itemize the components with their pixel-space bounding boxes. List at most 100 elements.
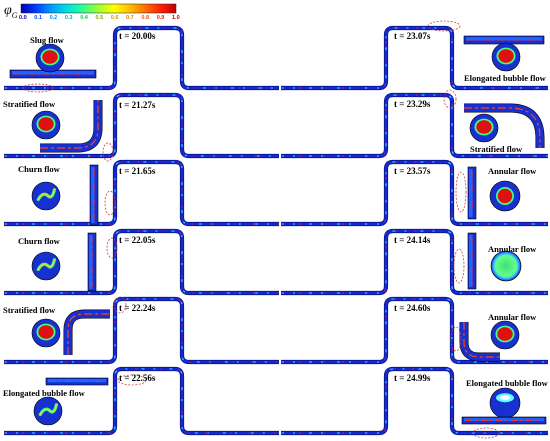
right-pipe-3	[281, 159, 548, 227]
left-flow-label-3: Churn flow	[18, 164, 60, 174]
colorbar-tick-0: 0.0	[19, 15, 27, 21]
bend2-interface	[67, 313, 110, 355]
right-flow-label-6: Elongated bubble flow	[466, 378, 548, 388]
inset-annular-circle-2	[490, 250, 522, 282]
colorbar-tick-8: 0.8	[141, 15, 150, 21]
right-flow-label-4: Annular flow	[488, 244, 537, 254]
inset-slug-pipe-gas-layer	[12, 71, 94, 75]
left-pipe-liquid-5	[4, 297, 279, 364]
inset-elong-circle-2	[491, 42, 521, 72]
bend2-liquid	[64, 310, 110, 355]
marker-ellipse-10	[453, 248, 465, 284]
colorbar	[20, 3, 177, 14]
marker-ellipse-8	[443, 89, 457, 109]
right-pipe-gas-3	[281, 161, 548, 225]
right-time-label-3: t = 23.57s	[394, 166, 431, 176]
marker-ellipse-2	[102, 142, 114, 162]
inset-stratified-bend-2	[63, 309, 110, 355]
inset-elong-circle-3-bubble-core	[499, 395, 511, 400]
inset-slug-circle-gas-core	[42, 50, 58, 64]
left-pipe-5	[4, 296, 279, 365]
right-pipe-bubbles-3	[281, 161, 548, 225]
inset-annular-pipe-1	[467, 166, 477, 220]
right-time-label-5: t = 24.60s	[394, 303, 431, 313]
marker-ellipse-5	[113, 296, 127, 314]
inset-annular-circle-3	[490, 320, 520, 350]
marker-ellipse-1	[22, 83, 54, 93]
marker-ellipse-11	[450, 326, 462, 352]
colorbar-title: φG	[4, 3, 18, 20]
marker-ellipse-12	[472, 427, 500, 439]
inset-stratified-circle-3-gas-core	[476, 120, 492, 134]
right-time-label-4: t = 24.14s	[394, 235, 431, 245]
left-pipe-liquid-2	[4, 93, 279, 158]
inset-churn-pipe-2	[87, 232, 97, 292]
inset-elong-pipe-3-gas-layer	[464, 418, 544, 422]
inset-annular-bend	[459, 322, 500, 362]
marker-ellipse-4	[106, 237, 118, 259]
left-flow-label-4: Churn flow	[18, 236, 60, 246]
inset-annular-pipe-2	[467, 232, 477, 290]
pipe-network	[4, 25, 548, 436]
colorbar-tick-5: 0.5	[95, 15, 104, 21]
left-time-label-1: t = 20.00s	[119, 31, 156, 41]
colorbar-tick-2: 0.2	[49, 15, 58, 21]
right-pipe-bubbles-4	[281, 230, 548, 294]
ellipse-markers	[22, 20, 500, 439]
right-time-label-6: t = 24.99s	[394, 373, 431, 383]
bend1-interface	[40, 100, 99, 149]
colorbar-tick-6: 0.6	[110, 15, 119, 21]
bend3-interface	[464, 107, 541, 148]
right-flow-label-3: Annular flow	[488, 166, 537, 176]
right-pipe-gas-1	[281, 27, 548, 89]
inset-annular-circle-1-gas-core	[497, 188, 513, 204]
colorbar-tick-10: 1.0	[172, 15, 180, 21]
colorbar-bar	[20, 3, 177, 14]
left-flow-label-1: Slug flow	[30, 35, 64, 45]
inset-churn-circle-2-gas-swirl-core	[37, 259, 55, 270]
inset-annular-pipe-2-gas-layer	[469, 235, 473, 287]
right-pipe-6	[281, 366, 548, 436]
inset-churn-circle-1-gas-swirl-core	[37, 189, 55, 200]
cross-section-insets	[9, 35, 547, 426]
inset-churn-pipe-1-gas-layer	[91, 167, 95, 223]
inset-stratified-circle-1	[31, 110, 61, 140]
left-time-label-5: t = 22.24s	[119, 303, 156, 313]
left-pipe-bubbles-6	[4, 368, 279, 434]
right-pipe-gas-6	[281, 368, 548, 434]
left-pipe-liquid-4	[4, 229, 279, 295]
inset-elong-circle-1	[33, 396, 63, 426]
inset-stratified-circle-2	[31, 318, 61, 348]
marker-ellipse-6	[117, 374, 147, 386]
left-time-label-2: t = 21.27s	[119, 100, 156, 110]
right-pipe-2	[281, 92, 548, 159]
right-flow-label-2: Stratified flow	[470, 144, 523, 154]
inset-annular-circle-2-disk	[490, 250, 522, 282]
inset-elong-pipe-2	[463, 35, 545, 45]
left-pipe-bubbles-1	[4, 27, 279, 89]
colorbar-tick-1: 0.1	[34, 15, 42, 21]
right-time-label-2: t = 23.29s	[394, 99, 431, 109]
right-pipe-5	[281, 296, 548, 365]
left-pipe-6	[4, 366, 279, 436]
inset-elong-circle-2-gas-core	[498, 49, 514, 63]
inset-elong-circle-3-disk	[489, 387, 521, 419]
right-pipe-bubbles-6	[281, 368, 548, 434]
inset-elong-pipe-3	[461, 416, 547, 425]
colorbar-tick-4: 0.4	[80, 15, 88, 21]
inset-elong-circle-1-gas-swirl-core	[39, 404, 57, 415]
left-flow-label-6: Elongated bubble flow	[3, 388, 85, 398]
marker-ellipse-9	[455, 171, 467, 213]
colorbar-tick-9: 0.9	[156, 15, 165, 21]
left-time-label-3: t = 21.65s	[119, 166, 156, 176]
inset-stratified-bend-3	[464, 103, 545, 148]
right-pipe-gas-5	[281, 298, 548, 363]
right-pipe-bubbles-2	[281, 94, 548, 157]
inset-annular-circle-3-gas-core	[497, 327, 513, 341]
inset-slug-circle	[35, 43, 65, 73]
inset-churn-pipe-2-gas-layer	[89, 235, 93, 289]
right-flow-label-1: Elongated bubble flow	[464, 73, 546, 83]
inset-annular-pipe-1-gas-layer	[469, 169, 473, 217]
right-pipe-4	[281, 228, 548, 296]
